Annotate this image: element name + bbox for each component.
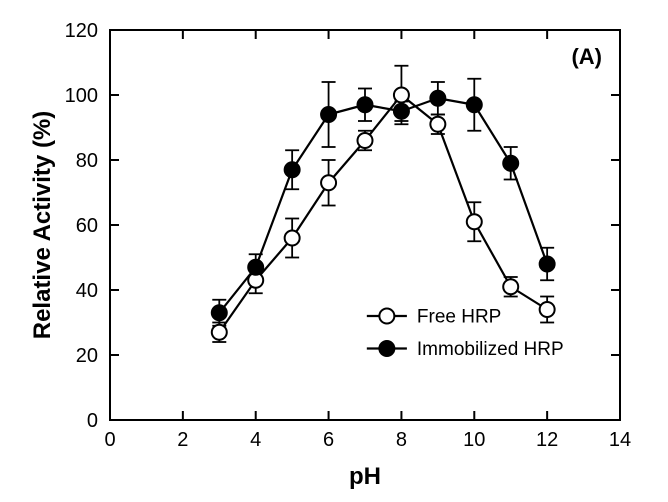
x-tick-label: 2 xyxy=(177,429,188,451)
x-axis-title: pH xyxy=(349,463,381,490)
marker-free-hrp xyxy=(394,88,409,103)
legend-marker-free-hrp xyxy=(379,309,394,324)
chart-svg: 0 2 4 6 8 10 12 14 0 20 40 60 80 100 120 pH Relative Act… xyxy=(0,0,668,502)
y-tick-label: 100 xyxy=(65,85,98,107)
marker-immobilized-hrp xyxy=(248,260,263,275)
marker-free-hrp xyxy=(467,214,482,229)
marker-immobilized-hrp xyxy=(540,257,555,272)
legend-label-immobilized-hrp: Immobilized HRP xyxy=(417,339,564,360)
y-axis-ticks: 0 20 40 60 80 100 120 xyxy=(65,20,620,432)
marker-immobilized-hrp xyxy=(285,162,300,177)
legend-marker-immobilized-hrp xyxy=(379,341,394,356)
x-axis-ticks: 0 2 4 6 8 10 12 14 xyxy=(104,30,631,451)
markers-group xyxy=(212,88,555,340)
chart-container: 0 2 4 6 8 10 12 14 0 20 40 60 80 100 120 pH Relative Act… xyxy=(0,0,668,502)
y-tick-label: 40 xyxy=(76,280,98,302)
x-tick-label: 10 xyxy=(463,429,485,451)
marker-free-hrp xyxy=(212,325,227,340)
marker-immobilized-hrp xyxy=(467,97,482,112)
marker-free-hrp xyxy=(430,117,445,132)
marker-free-hrp xyxy=(285,231,300,246)
legend-label-free-hrp: Free HRP xyxy=(417,307,501,328)
y-tick-label: 0 xyxy=(87,410,98,432)
series-line-immobilized-hrp xyxy=(219,98,547,313)
x-tick-label: 14 xyxy=(609,429,631,451)
x-tick-label: 0 xyxy=(104,429,115,451)
x-tick-label: 8 xyxy=(396,429,407,451)
panel-label: (A) xyxy=(571,44,602,69)
x-tick-label: 6 xyxy=(323,429,334,451)
y-tick-label: 120 xyxy=(65,20,98,42)
marker-immobilized-hrp xyxy=(503,156,518,171)
marker-free-hrp xyxy=(321,175,336,190)
y-tick-label: 80 xyxy=(76,150,98,172)
marker-free-hrp xyxy=(358,133,373,148)
legend: Free HRP Immobilized HRP xyxy=(367,307,564,361)
marker-immobilized-hrp xyxy=(430,91,445,106)
marker-immobilized-hrp xyxy=(212,305,227,320)
x-tick-label: 12 xyxy=(536,429,558,451)
x-tick-label: 4 xyxy=(250,429,261,451)
y-axis-title: Relative Activity (%) xyxy=(29,111,56,340)
y-tick-label: 20 xyxy=(76,345,98,367)
y-tick-label: 60 xyxy=(76,215,98,237)
marker-immobilized-hrp xyxy=(358,97,373,112)
marker-immobilized-hrp xyxy=(394,104,409,119)
marker-immobilized-hrp xyxy=(321,107,336,122)
marker-free-hrp xyxy=(503,279,518,294)
series-lines-group xyxy=(219,95,547,332)
marker-free-hrp xyxy=(540,302,555,317)
series-line-free-hrp xyxy=(219,95,547,332)
